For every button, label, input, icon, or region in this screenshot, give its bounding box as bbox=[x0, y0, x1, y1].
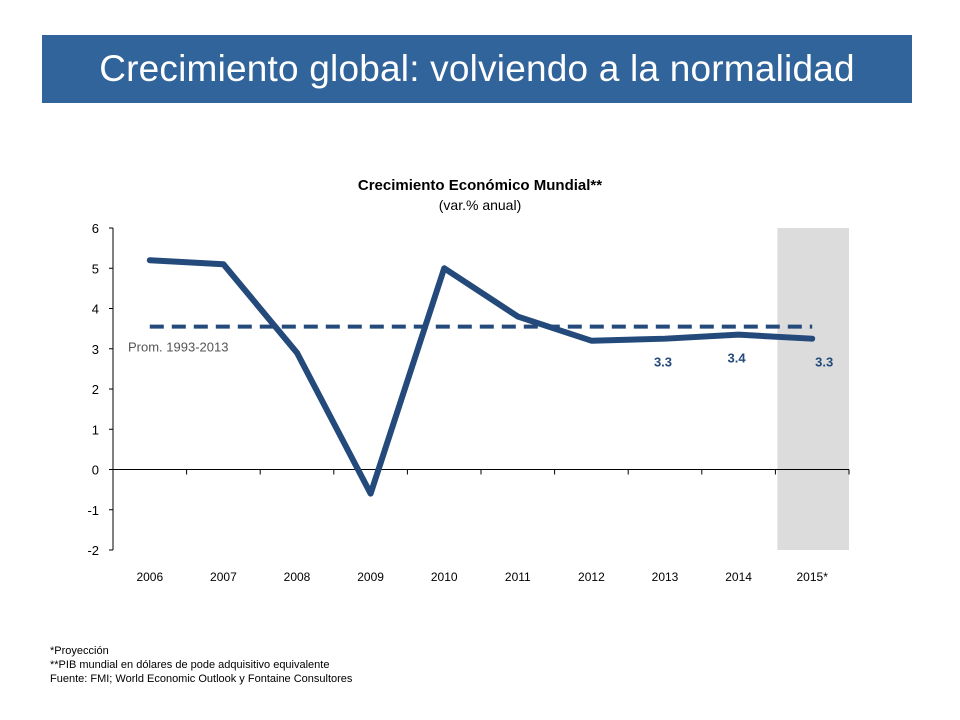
footnotes: *Proyección **PIB mundial en dólares de … bbox=[50, 644, 352, 686]
data-point bbox=[222, 263, 225, 266]
data-label: 3.4 bbox=[728, 351, 747, 366]
data-label: 3.3 bbox=[815, 355, 833, 370]
x-tick-label: 2011 bbox=[505, 570, 531, 584]
data-point bbox=[296, 351, 298, 354]
projection-highlight-band bbox=[777, 228, 849, 550]
chart-title: Crecimiento Económico Mundial** bbox=[357, 177, 603, 194]
y-tick-label: 2 bbox=[92, 382, 99, 397]
y-tick-label: -1 bbox=[87, 503, 99, 518]
x-tick-label: 2014 bbox=[725, 570, 752, 584]
data-point bbox=[148, 259, 151, 262]
x-tick-label: 2010 bbox=[431, 570, 458, 584]
average-reference-label: Prom. 1993-2013 bbox=[128, 340, 228, 355]
slide-title: Crecimiento global: volviendo a la norma… bbox=[99, 48, 855, 89]
chart-subtitle: (var.% anual) bbox=[438, 197, 522, 213]
y-tick-label: 6 bbox=[92, 221, 99, 236]
x-tick-label: 2007 bbox=[210, 570, 237, 584]
data-point bbox=[369, 492, 372, 495]
slide-title-banner: Crecimiento global: volviendo a la norma… bbox=[42, 35, 912, 103]
growth-series-line bbox=[146, 257, 816, 497]
y-tick-label: 5 bbox=[92, 261, 99, 276]
data-label: 3.3 bbox=[654, 355, 672, 370]
y-tick-label: -2 bbox=[87, 543, 99, 558]
footnote-pib: **PIB mundial en dólares de pode adquisi… bbox=[50, 659, 330, 671]
data-point bbox=[664, 337, 666, 340]
footnote-projection: *Proyección bbox=[50, 645, 109, 657]
y-tick-label: 0 bbox=[92, 463, 99, 478]
y-tick-label: 3 bbox=[92, 342, 99, 357]
x-tick-label: 2008 bbox=[284, 570, 311, 584]
x-tick-label: 2006 bbox=[136, 570, 163, 584]
x-tick-label: 2012 bbox=[578, 570, 605, 584]
data-point bbox=[590, 339, 593, 342]
y-tick-label: 4 bbox=[92, 302, 99, 317]
y-tick-label: 1 bbox=[92, 422, 99, 437]
data-point bbox=[811, 337, 814, 340]
data-point bbox=[443, 267, 446, 270]
x-tick-label: 2013 bbox=[652, 570, 679, 584]
data-point bbox=[737, 333, 740, 336]
data-point bbox=[516, 315, 519, 318]
x-tick-label: 2009 bbox=[357, 570, 384, 584]
x-tick-label: 2015* bbox=[797, 570, 829, 584]
footnote-source: Fuente: FMI; World Economic Outlook y Fo… bbox=[50, 673, 353, 685]
